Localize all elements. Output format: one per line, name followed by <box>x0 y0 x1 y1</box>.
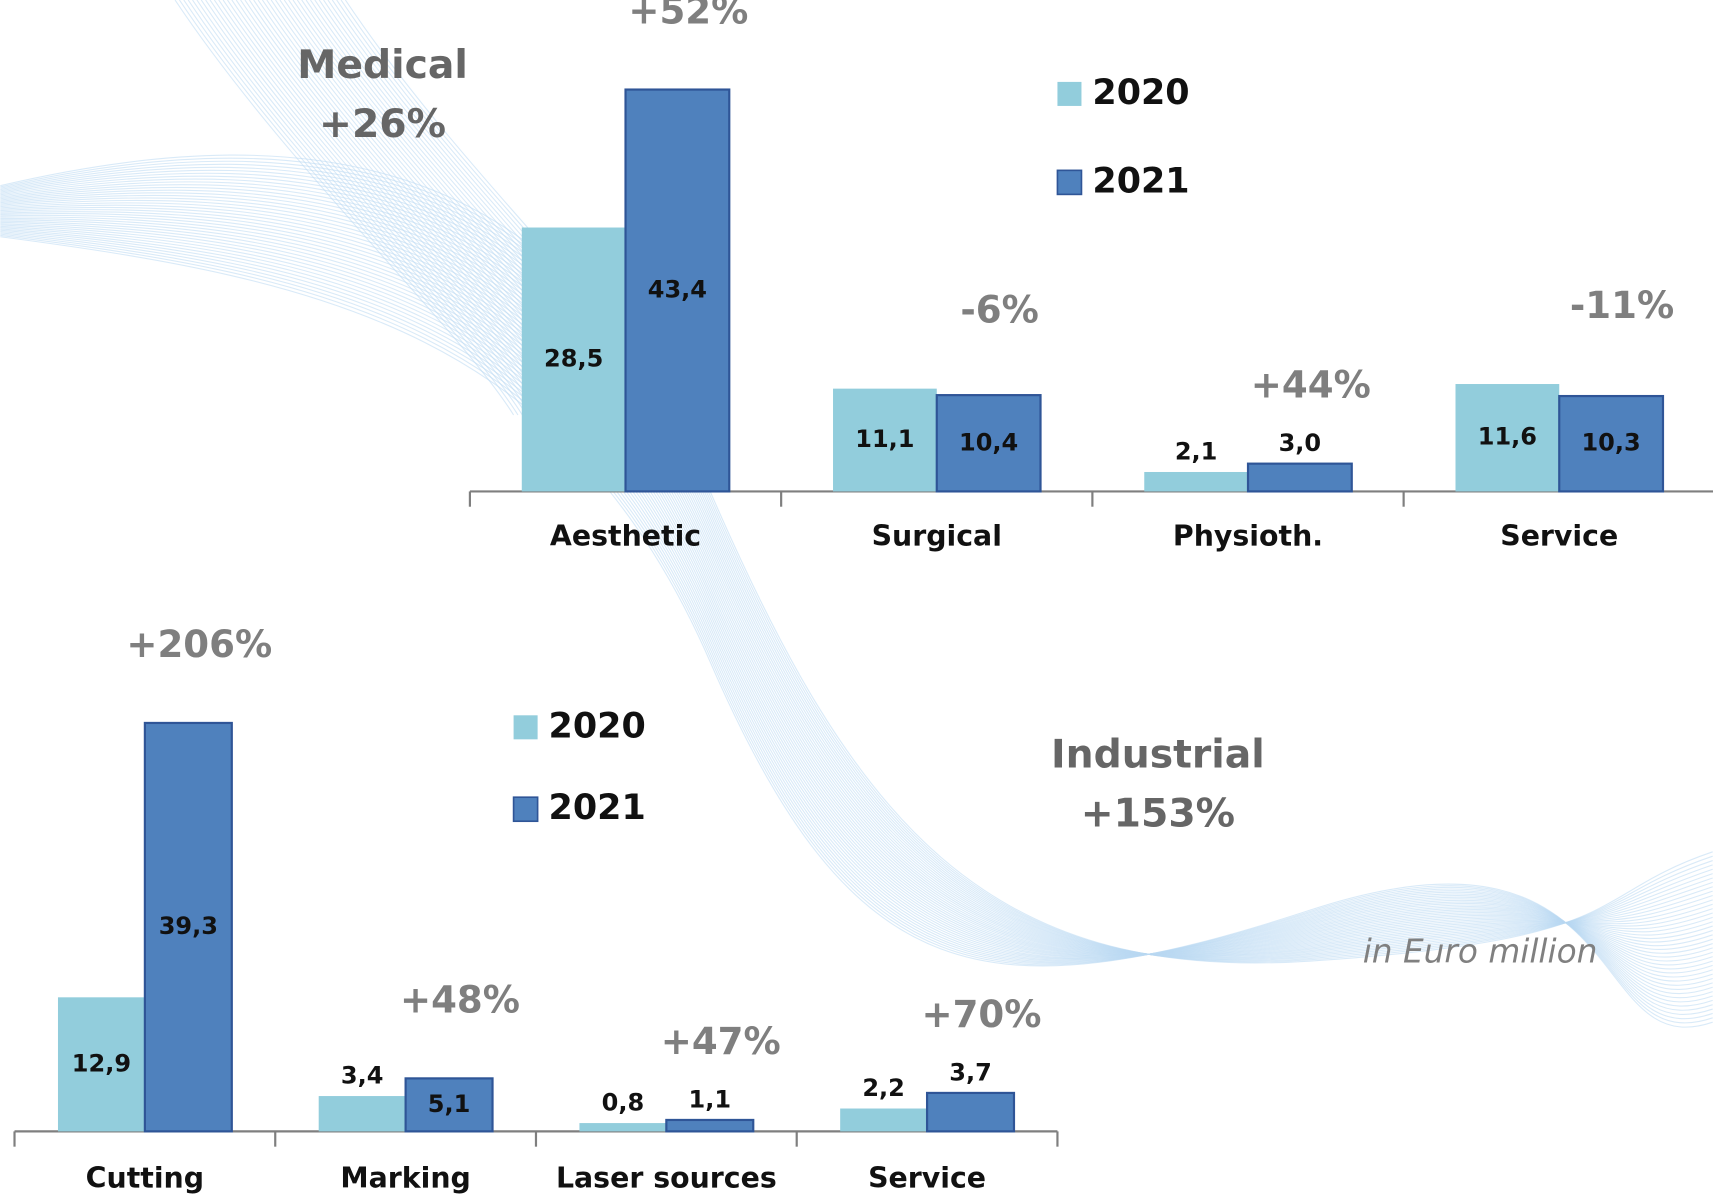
wave-line <box>0 178 1713 958</box>
bar <box>318 1096 406 1132</box>
legend-label: 2021 <box>1092 161 1189 201</box>
background-waves <box>0 0 1713 1028</box>
bar <box>624 88 731 493</box>
growth-annotation: -11% <box>1570 284 1674 327</box>
bar <box>925 1091 1016 1133</box>
wave-line <box>0 219 1713 974</box>
wave-line <box>0 181 1713 958</box>
chart-title: Industrial <box>1051 732 1265 777</box>
wave-line <box>0 184 1713 957</box>
wave-line <box>187 0 528 416</box>
wave-line <box>0 175 1713 959</box>
bar <box>1455 384 1560 492</box>
wave-line <box>192 0 532 416</box>
wave-line <box>0 217 1713 970</box>
bar <box>404 1077 494 1133</box>
wave-line <box>0 221 1713 982</box>
wave-line <box>0 186 1713 957</box>
value-label: 39,3 <box>159 912 218 940</box>
legend-swatch <box>513 715 538 740</box>
x-tick-label: Marking <box>340 1161 471 1194</box>
legend-swatch <box>512 796 539 823</box>
chart-total-change: +26% <box>319 102 446 147</box>
x-tick-label: Aesthetic <box>550 519 701 552</box>
value-label: 5,1 <box>428 1090 471 1118</box>
wave-line <box>0 192 1713 956</box>
wave-line <box>0 236 1713 1028</box>
wave-line <box>0 216 1713 966</box>
bar <box>1144 471 1249 492</box>
legend-label: 2020 <box>549 706 646 746</box>
unit-note: in Euro million <box>1363 932 1598 970</box>
x-tick-label: Cutting <box>86 1161 204 1194</box>
bar <box>521 227 626 492</box>
bar <box>840 1108 928 1132</box>
bar <box>143 721 233 1133</box>
value-label: 3,0 <box>1279 429 1322 457</box>
legend-label: 2021 <box>549 788 646 828</box>
value-label: 10,4 <box>959 428 1018 456</box>
legend-label: 2020 <box>1092 73 1189 113</box>
wave-line <box>205 0 545 416</box>
bar <box>665 1118 755 1133</box>
value-label: 10,3 <box>1581 429 1640 457</box>
x-tick-label: Service <box>1500 519 1618 552</box>
wave-line <box>0 209 1713 955</box>
growth-annotation: +52% <box>628 0 748 33</box>
value-label: 11,6 <box>1478 423 1537 451</box>
legend-swatch <box>1056 169 1083 196</box>
value-label: 28,5 <box>544 344 603 372</box>
growth-annotation: +44% <box>1251 364 1371 407</box>
bar <box>935 394 1042 493</box>
x-tick-label: Laser sources <box>556 1161 777 1194</box>
growth-annotation: -6% <box>960 289 1038 332</box>
value-label: 43,4 <box>648 275 707 303</box>
wave-line <box>0 172 1713 959</box>
wave-line <box>0 166 1713 961</box>
value-label: 0,8 <box>602 1088 645 1116</box>
wave-line <box>0 220 1713 978</box>
wave-line <box>174 0 515 416</box>
chart-total-change: +153% <box>1081 791 1235 836</box>
bar <box>579 1123 667 1132</box>
x-tick-label: Physioth. <box>1173 519 1323 552</box>
bar <box>1246 462 1353 493</box>
value-label: 1,1 <box>689 1085 732 1113</box>
value-label: 2,1 <box>1175 437 1218 465</box>
value-label: 2,2 <box>862 1074 905 1102</box>
wave-line <box>0 211 1713 956</box>
value-label: 3,7 <box>949 1058 992 1086</box>
wave-line <box>209 0 549 416</box>
growth-annotation: +70% <box>921 993 1041 1036</box>
bar <box>1558 394 1665 493</box>
wave-line <box>0 189 1713 956</box>
value-label: 12,9 <box>72 1049 131 1077</box>
wave-line <box>178 0 519 416</box>
growth-annotation: +47% <box>661 1020 781 1063</box>
bar <box>57 997 145 1132</box>
x-tick-label: Surgical <box>872 519 1002 552</box>
chart-title: Medical <box>297 43 468 88</box>
value-label: 3,4 <box>341 1061 384 1089</box>
growth-annotation: +48% <box>400 978 520 1021</box>
legend-swatch <box>1057 81 1082 106</box>
bar <box>833 388 937 492</box>
wave-line <box>0 214 1713 962</box>
x-tick-label: Service <box>868 1161 986 1194</box>
wave-line <box>0 223 1713 986</box>
growth-annotation: +206% <box>126 623 272 666</box>
value-label: 11,1 <box>855 425 914 453</box>
wave-line <box>0 169 1713 960</box>
